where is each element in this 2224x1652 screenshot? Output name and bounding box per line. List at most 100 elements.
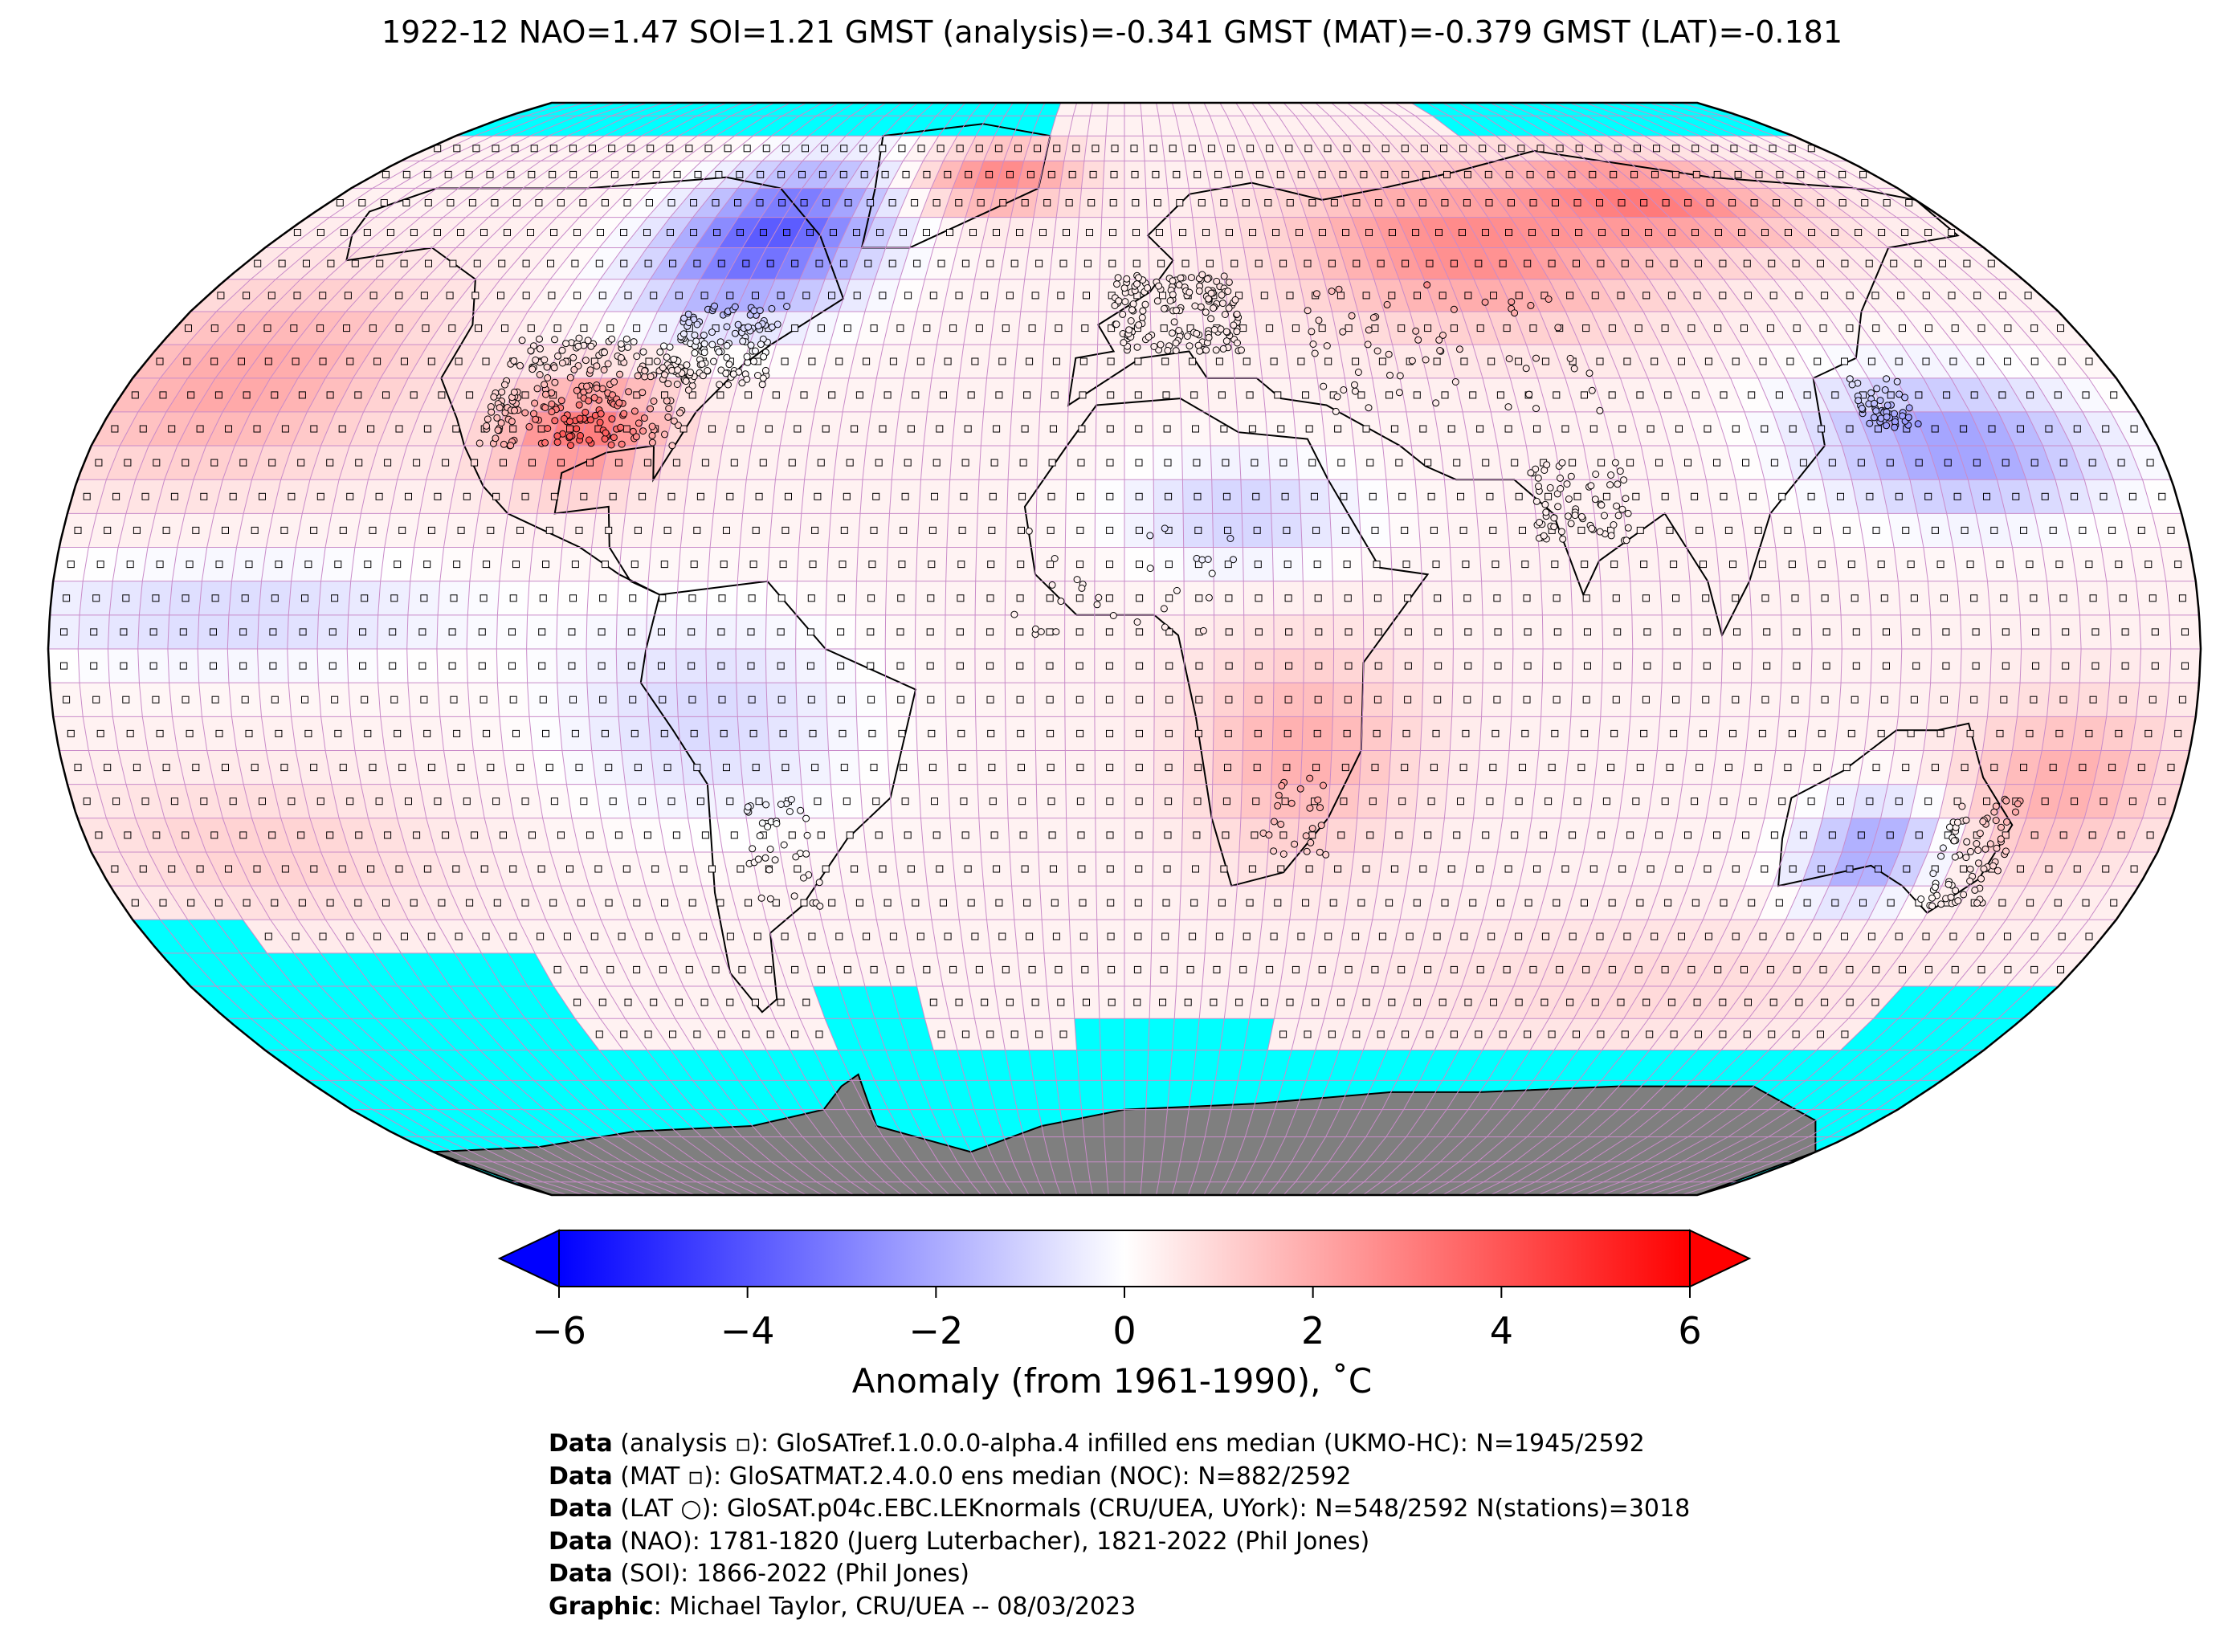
analysis-marker [410,229,418,236]
analysis-marker [659,695,667,704]
analysis-marker [828,292,835,300]
analysis-marker [1852,628,1860,636]
analysis-marker [2102,425,2110,433]
grid-cell [765,103,806,116]
analysis-marker [818,170,826,178]
analysis-marker [1633,145,1641,153]
grid-cell [1840,1018,1899,1050]
analysis-marker [293,229,301,236]
analysis-marker [96,729,104,737]
analysis-marker [1453,831,1461,839]
analysis-marker [259,797,266,806]
analysis-marker [326,391,334,399]
analysis-marker [1526,170,1534,178]
analysis-marker [1666,764,1674,772]
grid-cell [427,952,476,986]
analysis-marker [1315,628,1323,636]
analysis-marker [60,628,67,636]
analysis-marker [507,170,515,178]
grid-cell [1535,116,1589,137]
analysis-marker [346,932,354,940]
analysis-marker [1450,1030,1458,1038]
grid-cell [1260,1050,1292,1081]
analysis-marker [1769,998,1777,1006]
grid-cell [884,103,918,116]
analysis-marker [575,764,583,772]
analysis-marker [2041,492,2049,500]
grid-cell [965,1080,996,1110]
analysis-marker [658,662,665,670]
grid-cell [275,1018,337,1050]
station-marker [716,381,724,389]
analysis-marker [986,1030,994,1038]
grid-cell [1219,1018,1250,1050]
analysis-marker [453,729,461,737]
analysis-marker [395,865,403,873]
analysis-marker [752,998,759,1006]
analysis-marker [1239,324,1247,332]
analysis-marker [292,357,300,365]
analysis-marker [1464,292,1472,300]
analysis-marker [720,729,728,737]
analysis-marker [944,357,952,365]
station-marker [596,418,604,426]
grid-cell [508,952,554,986]
grid-cell [1363,103,1398,116]
analysis-marker [1675,865,1683,873]
analysis-marker [781,145,790,153]
grid-cell [1346,116,1385,137]
analysis-marker [650,292,658,300]
analysis-marker [853,292,861,300]
analysis-marker [1963,259,1971,267]
analysis-marker [1623,932,1631,940]
analysis-marker [326,459,334,467]
analysis-marker [1371,324,1379,332]
analysis-marker [243,899,251,907]
analysis-marker [766,1030,774,1038]
analysis-marker [1818,561,1826,569]
grid-cell [1100,1050,1124,1081]
analysis-marker [542,729,549,737]
analysis-marker [1528,229,1536,236]
analysis-marker [1972,628,1980,636]
grid-cell [372,1109,440,1137]
analysis-marker [156,357,164,365]
station-marker [484,415,492,423]
station-marker [551,336,558,344]
analysis-marker [509,425,517,433]
analysis-marker [772,899,780,907]
analysis-marker [1076,492,1084,500]
analysis-marker [1687,965,1696,973]
analysis-marker [672,831,680,839]
analysis-marker [1462,561,1470,569]
analysis-marker [608,145,616,153]
analysis-marker [901,492,909,500]
grid-cell [504,1050,557,1081]
analysis-marker [1784,526,1792,534]
grid-cell [455,116,526,137]
analysis-marker [1785,229,1792,236]
analysis-marker [967,391,975,399]
analysis-marker [667,492,675,500]
analysis-marker [1915,459,1923,467]
analysis-marker [1002,965,1010,973]
analysis-marker [1193,831,1201,839]
analysis-marker [1895,357,1903,365]
grid-cell [213,952,268,986]
analysis-marker [304,561,312,569]
analysis-marker [1063,229,1070,236]
analysis-marker [1846,965,1854,973]
grid-cell [1193,116,1218,137]
analysis-marker [1053,145,1061,153]
grid-cell [347,952,398,986]
station-marker [558,346,566,354]
analysis-marker [471,459,479,467]
analysis-marker [586,459,594,467]
station-marker [639,427,647,435]
analysis-marker [777,170,786,178]
analysis-marker [940,899,947,907]
analysis-marker [663,526,671,534]
analysis-marker [1165,662,1173,670]
analysis-marker [672,932,680,940]
analysis-marker [837,695,845,704]
